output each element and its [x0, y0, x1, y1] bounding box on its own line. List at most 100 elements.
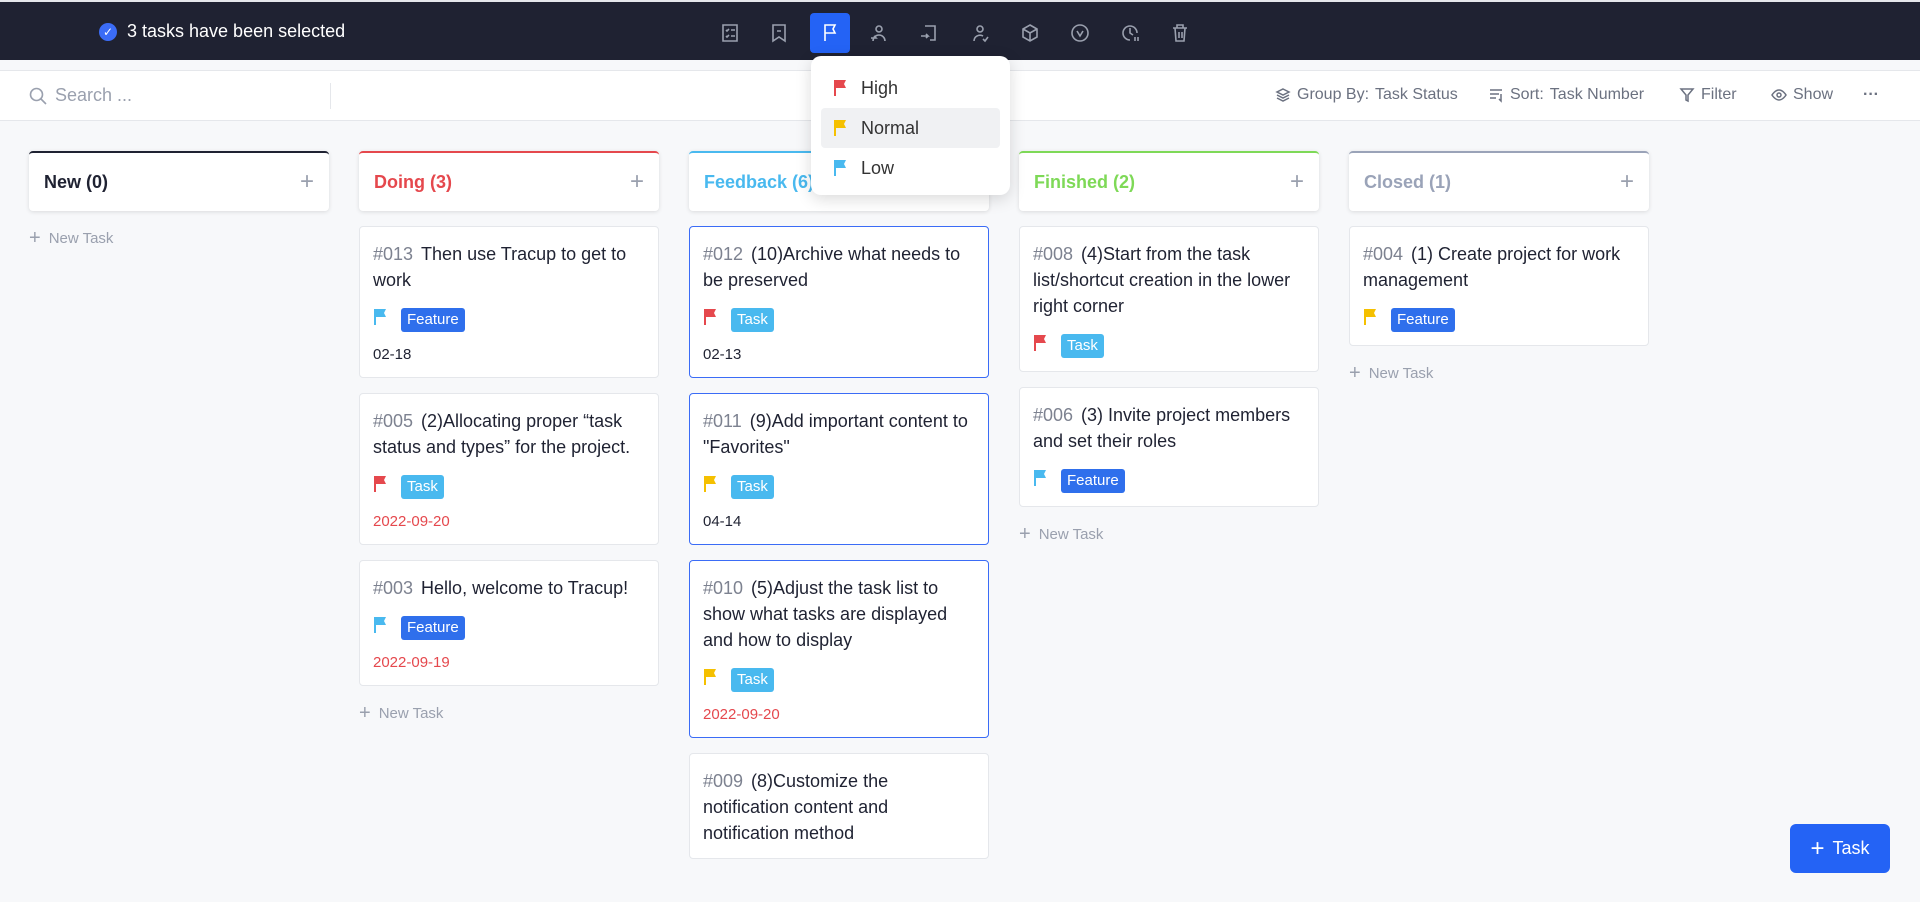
task-type-tag: Feature: [1391, 308, 1455, 332]
column-title: New (0): [44, 171, 109, 192]
task-card[interactable]: #011 (9)Add important content to "Favorit…: [689, 393, 989, 545]
task-meta: Task: [373, 474, 645, 500]
task-title: (10)Archive what needs to be preserved: [703, 244, 961, 290]
cube-icon: [1022, 24, 1038, 42]
bookmark-button[interactable]: [759, 13, 799, 53]
new-task-button[interactable]: + New Task: [359, 702, 659, 725]
new-task-label: New Task: [1368, 365, 1434, 382]
priority-option-high[interactable]: High: [821, 68, 1000, 108]
assign-user-button[interactable]: [859, 13, 899, 53]
move-button[interactable]: [909, 13, 949, 53]
priority-option-low[interactable]: Low: [821, 148, 1000, 188]
task-card[interactable]: #012 (10)Archive what needs to be preserv…: [689, 226, 989, 378]
search-input[interactable]: Search ...: [29, 85, 132, 106]
task-card[interactable]: #003 Hello, welcome to Tracup! Feature 2022…: [359, 560, 659, 686]
filter-icon: [1679, 88, 1695, 103]
task-card[interactable]: #006 (3) Invite project members and set t…: [1019, 387, 1319, 507]
cube-button[interactable]: [1010, 13, 1050, 53]
add-task-in-column-button[interactable]: +: [1289, 168, 1304, 195]
task-number: #004: [1363, 244, 1404, 264]
column-title: Feedback (6): [704, 171, 815, 192]
task-card[interactable]: #013 Then use Tracup to get to work Featur…: [359, 226, 659, 378]
priority-flag: [1033, 333, 1049, 359]
group-by-button[interactable]: Group By: Task Status: [1275, 86, 1458, 104]
priority-option-label: High: [861, 77, 899, 98]
sort-button[interactable]: Sort: Task Number: [1488, 86, 1644, 104]
add-task-button[interactable]: + Task: [1790, 824, 1890, 873]
checklist-button[interactable]: [710, 13, 750, 53]
group-by-label: Group By:: [1297, 86, 1370, 103]
priority-flag: [373, 474, 389, 500]
task-type-tag: Feature: [1061, 469, 1125, 493]
flag-icon: [1034, 335, 1046, 351]
add-task-in-column-button[interactable]: +: [299, 168, 314, 195]
filter-label: Filter: [1701, 86, 1737, 103]
plus-icon: +: [1810, 834, 1825, 862]
task-card[interactable]: #004 (1) Create project for work manageme…: [1349, 226, 1649, 346]
priority-option-label: Low: [861, 157, 895, 178]
priority-flag-button[interactable]: [810, 13, 850, 53]
task-card[interactable]: #008 (4)Start from the task list/shortcut…: [1019, 226, 1319, 372]
new-task-label: New Task: [1038, 526, 1104, 543]
flag-icon: [834, 120, 846, 136]
layers-icon: [1275, 88, 1291, 102]
status-button[interactable]: [1060, 13, 1100, 53]
column: Feedback (6)+ #012(10)Archive what needs…: [689, 151, 989, 859]
task-number: #010: [703, 578, 744, 598]
task-type-tag: Feature: [401, 308, 465, 332]
flag-icon: [834, 160, 846, 176]
more-options-button[interactable]: ···: [1863, 86, 1879, 104]
priority-flag: [703, 474, 719, 500]
priority-flag-icon: [824, 24, 837, 41]
move-icon: [921, 25, 936, 41]
flag-icon: [374, 617, 386, 633]
check-circle-icon: ✓: [99, 22, 117, 41]
task-title-line: #012 (10)Archive what needs to be preserv…: [703, 241, 975, 293]
task-title: (4)Start from the task list/shortcut cre…: [1033, 244, 1291, 316]
new-task-label: New Task: [378, 705, 444, 722]
selection-text: 3 tasks have been selected: [127, 21, 346, 41]
follower-icon: [973, 25, 989, 43]
add-task-in-column-button[interactable]: +: [629, 168, 644, 195]
task-title-line: #011 (9)Add important content to "Favorit…: [703, 408, 975, 460]
priority-option-normal[interactable]: Normal: [821, 108, 1000, 148]
group-by-value: Task Status: [1375, 86, 1458, 103]
column-header: New (0) +: [29, 151, 329, 211]
task-number: #012: [703, 244, 744, 264]
flag-icon: [834, 80, 846, 96]
task-title: (8)Customize the notification content an…: [703, 771, 889, 843]
flag-icon: [1034, 470, 1046, 486]
schedule-icon: [1122, 25, 1139, 41]
add-task-in-column-button[interactable]: +: [1619, 168, 1634, 195]
task-title-line: #006 (3) Invite project members and set t…: [1033, 402, 1305, 454]
search-placeholder: Search ...: [55, 85, 133, 105]
schedule-button[interactable]: [1110, 13, 1150, 53]
task-card[interactable]: #005 (2)Allocating proper “task status an…: [359, 393, 659, 545]
more-icon: ···: [1863, 86, 1879, 103]
status-icon: [1071, 24, 1089, 42]
flag-icon: [374, 476, 386, 492]
plus-icon: +: [1349, 362, 1361, 384]
filter-button[interactable]: Filter: [1679, 86, 1737, 104]
follower-button[interactable]: [960, 13, 1000, 53]
task-title: (1) Create project for work management: [1363, 244, 1621, 290]
add-task-label: Task: [1832, 838, 1870, 858]
task-meta: Feature: [1363, 307, 1635, 333]
task-due-date: 2022-09-20: [373, 513, 450, 530]
task-due-date: 02-13: [703, 346, 742, 363]
eye-icon: [1771, 89, 1787, 101]
new-task-button[interactable]: + New Task: [1349, 362, 1649, 385]
selection-status: ✓ 3 tasks have been selected: [99, 21, 345, 42]
task-type-tag: Task: [731, 475, 774, 499]
new-task-button[interactable]: + New Task: [29, 227, 329, 250]
new-task-button[interactable]: + New Task: [1019, 523, 1319, 546]
new-task-label: New Task: [48, 230, 114, 247]
delete-button[interactable]: [1160, 13, 1200, 53]
task-title-line: #010 (5)Adjust the task list to show what…: [703, 575, 975, 653]
task-meta: Feature: [1033, 468, 1305, 494]
show-button[interactable]: Show: [1771, 86, 1833, 104]
priority-option-label: Normal: [861, 117, 920, 138]
flag-icon: [704, 669, 716, 685]
task-card[interactable]: #009 (8)Customize the notification conten…: [689, 753, 989, 859]
task-card[interactable]: #010 (5)Adjust the task list to show what…: [689, 560, 989, 738]
